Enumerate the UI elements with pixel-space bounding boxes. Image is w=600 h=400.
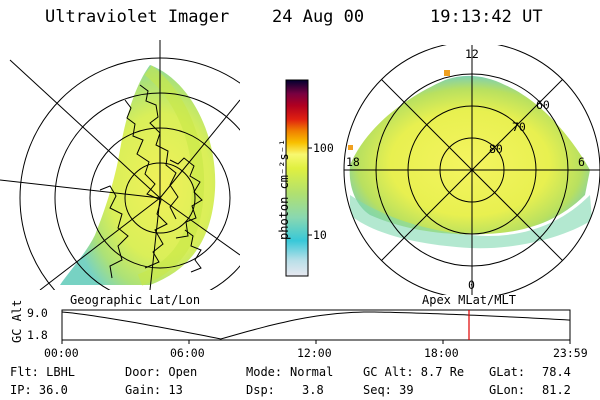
- polar-emission-region: [349, 75, 590, 235]
- date-label: 24 Aug 00: [272, 7, 365, 27]
- alt-axis-label: GC Alt: [10, 299, 24, 343]
- time-label: 19:13:42 UT: [430, 7, 543, 27]
- glon-label: GLon:: [489, 383, 526, 397]
- filter-readout: Flt: LBHL: [10, 365, 76, 379]
- geographic-map: [0, 40, 240, 290]
- alt-xtick-0600: 06:00: [170, 346, 205, 360]
- seq-readout: Seq: 39: [363, 383, 414, 397]
- alt-xtick-2359: 23:59: [553, 346, 588, 360]
- mlat-label-80: 80: [489, 142, 503, 156]
- geo-emission-region: [60, 65, 216, 285]
- alt-ytick-9: 9.0: [27, 306, 48, 320]
- mlat-label-60: 60: [536, 98, 550, 112]
- gain-readout: Gain: 13: [125, 383, 183, 397]
- geographic-label: Geographic Lat/Lon: [70, 293, 201, 307]
- colorbar-tick-100: 100: [313, 141, 334, 155]
- apex-label: Apex MLat/MLT: [422, 293, 516, 307]
- altitude-timeline-plot: [61, 309, 571, 344]
- alt-plot-frame: [61, 309, 571, 341]
- color-scale-bar: [285, 79, 312, 277]
- glon-value: 81.2: [542, 383, 571, 397]
- mlt-label-12: 12: [465, 47, 479, 61]
- mlt-label-18: 18: [346, 155, 360, 169]
- mlat-label-70: 70: [512, 120, 526, 134]
- altitude-curve: [61, 311, 571, 340]
- alt-xtick-1800: 18:00: [424, 346, 459, 360]
- mlt-label-0: 0: [468, 278, 475, 292]
- door-readout: Door: Open: [125, 365, 198, 379]
- coastline: [124, 99, 168, 269]
- alt-ytick-1-8: 1.8: [27, 328, 48, 342]
- dsp-value: 3.8: [302, 383, 324, 397]
- mode-label: Mode:: [246, 365, 283, 379]
- glat-value: 78.4: [542, 365, 571, 379]
- gc-alt-readout: GC Alt: 8.7 Re: [363, 365, 465, 379]
- dsp-label: Dsp:: [246, 383, 275, 397]
- glat-label: GLat:: [489, 365, 526, 379]
- mlt-label-6: 6: [578, 155, 585, 169]
- mode-value: Normal: [290, 365, 334, 379]
- ip-readout: IP: 36.0: [10, 383, 68, 397]
- colorbar-units-label: photon cm⁻²s⁻¹: [277, 138, 291, 240]
- colorbar-tick-10: 10: [313, 228, 327, 242]
- instrument-title: Ultraviolet Imager: [45, 7, 230, 27]
- alt-xtick-1200: 12:00: [297, 346, 332, 360]
- colorbar-gradient: [285, 79, 309, 277]
- polar-mlat-mlt-plot: [343, 45, 600, 295]
- alt-xtick-0000: 00:00: [44, 346, 79, 360]
